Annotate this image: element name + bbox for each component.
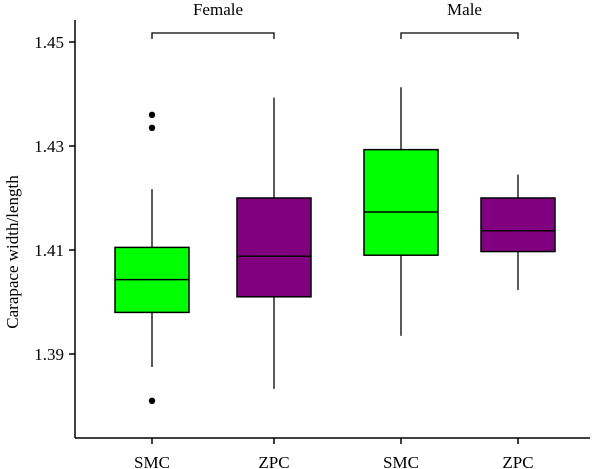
- group-bracket: [400, 32, 519, 39]
- y-axis-title: Carapace width/length: [3, 175, 22, 329]
- box-female-zpc: [236, 97, 312, 389]
- outlier-point: [148, 124, 156, 131]
- iqr-box: [236, 197, 312, 298]
- iqr-box: [363, 148, 439, 256]
- x-tick-label: SMC: [134, 453, 170, 469]
- box-female-smc: [114, 111, 190, 404]
- box-series: [114, 87, 556, 404]
- box-male-smc: [363, 87, 439, 336]
- group-bracket: [151, 32, 275, 39]
- group-label: Female: [193, 0, 243, 19]
- outlier-point: [148, 397, 156, 404]
- y-tick-label: 1.45: [34, 33, 64, 52]
- y-tick-label: 1.43: [34, 137, 64, 156]
- axes: 1.39 1.41 1.43 1.45 SMC ZPC SMC ZPC: [34, 20, 590, 469]
- box-male-zpc: [480, 174, 556, 291]
- iqr-box: [480, 197, 556, 253]
- y-tick-label: 1.41: [34, 241, 64, 260]
- outlier-point: [148, 111, 156, 119]
- group-label: Male: [447, 0, 482, 19]
- x-tick-label: ZPC: [258, 453, 289, 469]
- x-tick-label: ZPC: [502, 453, 533, 469]
- y-tick-label: 1.39: [34, 345, 64, 364]
- x-tick-label: SMC: [383, 453, 419, 469]
- group-brackets: Female Male: [151, 0, 519, 39]
